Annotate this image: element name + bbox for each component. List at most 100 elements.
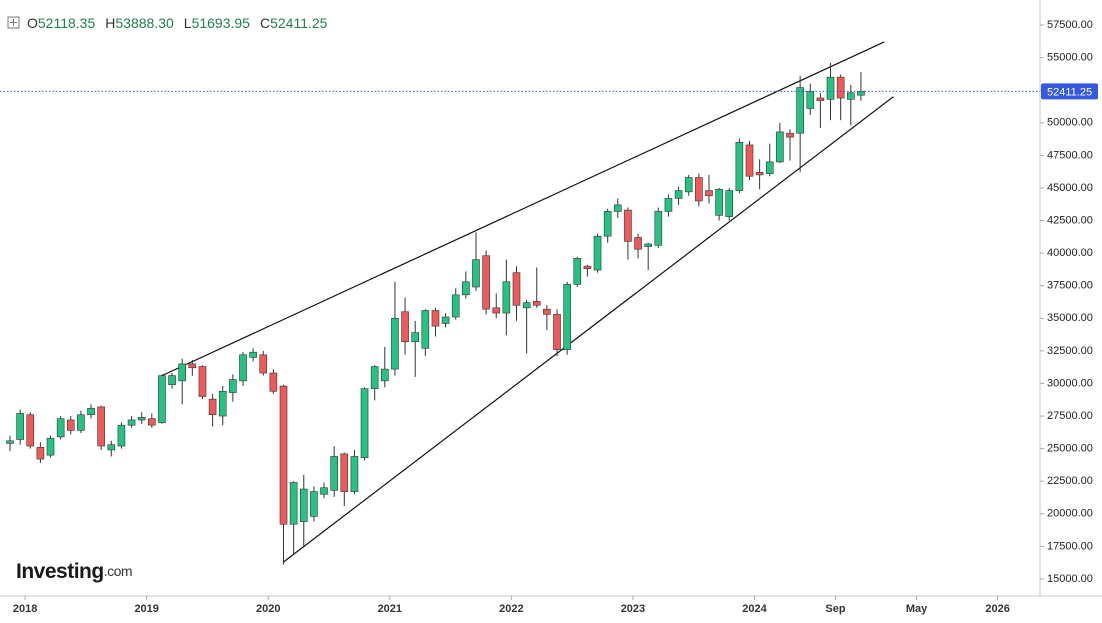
candle-body [330,456,338,491]
candle-body [259,354,268,374]
y-tick-label: 32500.00 [1047,345,1093,357]
y-tick-label: 57500.00 [1047,19,1093,31]
candle-body [593,235,602,271]
candle-body [107,444,116,451]
candle-body [299,488,308,522]
candle-body [158,375,166,423]
x-tick-label: 2022 [499,603,523,615]
ohlc-value: 53888.30 [115,15,174,31]
trendline [283,96,894,563]
x-tick-label: Sep [825,603,845,615]
candle-body [674,190,683,199]
y-tick-label: 27500.00 [1047,410,1093,422]
candle-body [97,406,105,447]
candle-body [532,301,541,306]
candle-body [87,407,95,416]
candle-body [684,177,693,193]
candle-body [745,144,754,177]
candle-body [826,76,835,100]
candle-body [846,92,855,100]
candle-body [624,209,632,242]
y-tick-label: 25000.00 [1047,443,1093,455]
y-tick-label: 17500.00 [1047,540,1093,552]
candle-body [583,265,592,270]
y-tick-label: 40000.00 [1047,247,1093,259]
y-tick-label: 20000.00 [1047,508,1093,520]
candle-body [289,482,298,525]
candle-body [573,258,582,285]
candle-body [381,368,389,382]
y-tick-label: 35000.00 [1047,312,1093,324]
candle-body [36,447,45,460]
candle-body [239,354,247,382]
ohlc-value: 52118.35 [38,15,96,31]
candle-body [765,161,774,174]
candle-body [26,414,35,447]
candle-body [695,177,703,202]
watermark-suffix: .com [104,563,132,579]
candle-body [340,453,349,492]
x-tick-label: 2018 [13,603,37,615]
candle-body [370,366,379,389]
last-price-box [1041,83,1098,100]
y-tick-label: 37500.00 [1047,280,1093,292]
candle-body [411,332,420,343]
x-tick-label: 2019 [134,603,158,615]
candle-body [66,419,75,431]
y-tick-label: 22500.00 [1047,475,1093,487]
y-tick-label: 50000.00 [1047,117,1093,129]
candle-body [310,491,318,517]
candle-body [421,310,430,349]
candle-body [269,372,278,392]
candle-body [462,281,470,296]
candle-body [543,308,551,315]
candle-body [644,243,652,247]
x-tick-label: 2021 [378,603,402,615]
candle-body [56,418,65,438]
candle-body [654,211,663,246]
y-tick-label: 47500.00 [1047,149,1093,161]
ohlc-key: O [27,15,38,31]
candle-body [634,237,642,250]
ohlc-value: 52411.25 [270,15,328,31]
ohlc-value: 51693.95 [192,15,251,31]
candle-body [218,390,227,417]
candle-body [320,487,328,495]
watermark-brand: Investing [16,560,104,583]
candle-body [786,132,794,138]
y-tick-label: 30000.00 [1047,377,1093,389]
candle-body [482,255,490,310]
watermark: Investing.com [16,560,132,583]
candle-body [441,316,450,324]
x-tick-label: 2023 [621,603,645,615]
icon-box[interactable] [7,16,20,29]
x-tick-label: May [906,603,928,615]
legend-icon[interactable] [7,16,20,29]
ohlc-key: C [260,15,270,31]
candle-body [279,385,288,525]
candle-body [664,198,673,212]
candle-body [816,97,825,101]
x-tick-label: 2026 [985,603,1009,615]
candle-body [512,272,521,306]
trendline [161,41,885,377]
ohlc-key: L [184,15,192,31]
candle-body [502,281,511,314]
candle-body [350,456,359,492]
candle-body [127,419,136,426]
candle-body [137,417,146,421]
candle-body [148,418,156,426]
candle-body [431,310,440,327]
candle-body [857,91,865,96]
candle-body [836,76,845,99]
candle-body [391,317,399,370]
candle-body [208,398,217,416]
candle-body [613,204,622,212]
y-tick-label: 42500.00 [1047,214,1093,226]
candle-body [188,363,197,369]
ohlc-key: H [105,15,115,31]
candle-body [705,190,713,197]
candle-body [603,211,612,237]
candle-body [472,259,480,288]
